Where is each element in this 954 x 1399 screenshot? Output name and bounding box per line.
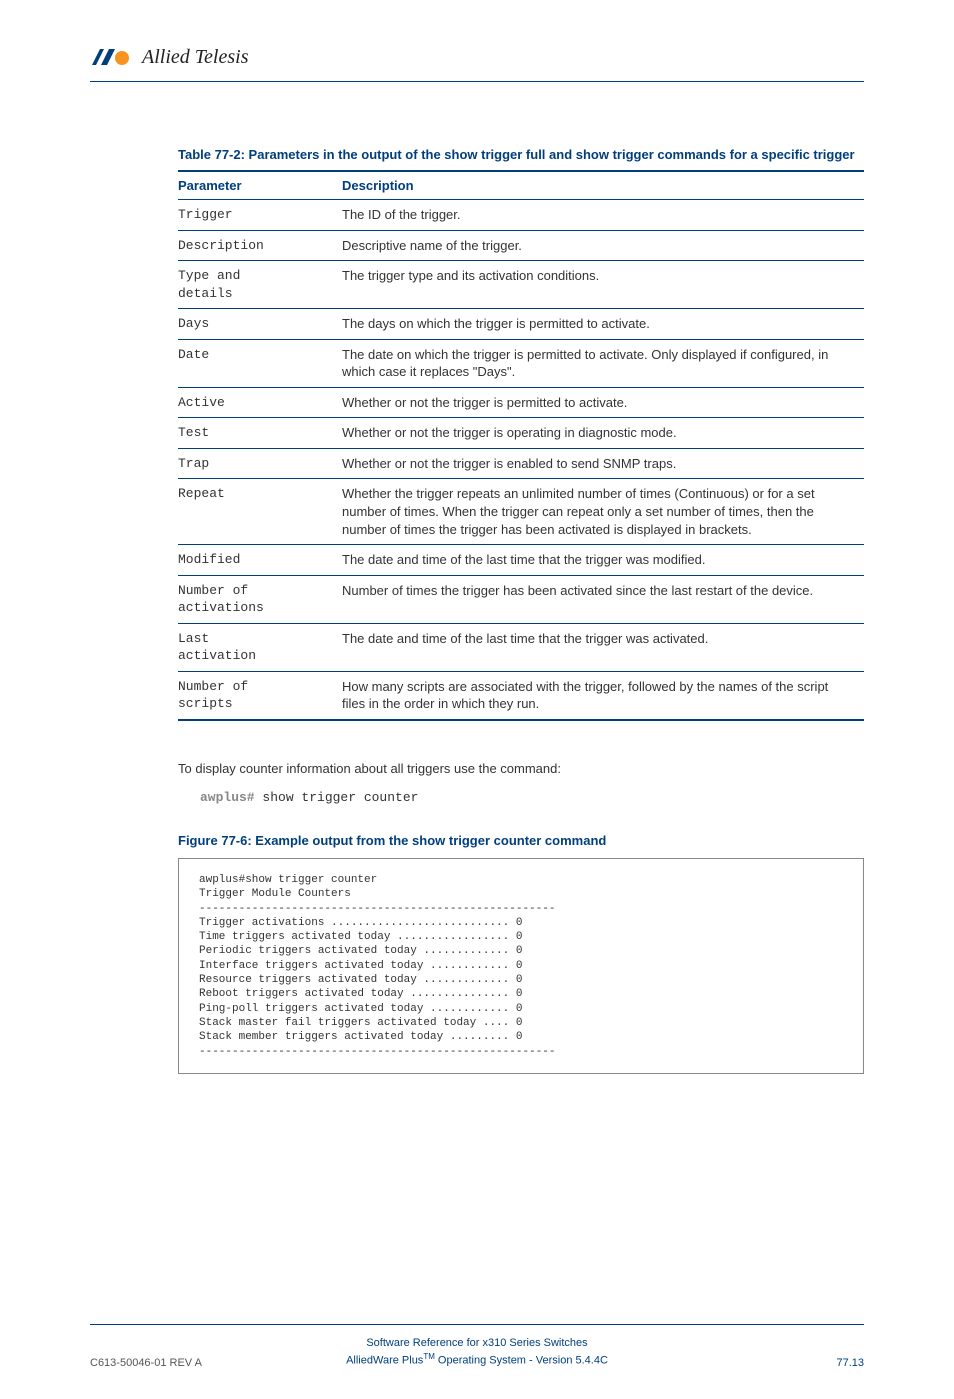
table-row: ModifiedThe date and time of the last ti… xyxy=(178,545,864,576)
parameters-table: Parameter Description TriggerThe ID of t… xyxy=(178,170,864,721)
table-row: Number of activationsNumber of times the… xyxy=(178,575,864,623)
desc-cell: The trigger type and its activation cond… xyxy=(342,261,864,309)
param-cell: Trap xyxy=(178,448,342,479)
code-output-box: awplus#show trigger counter Trigger Modu… xyxy=(178,858,864,1074)
footer-line1: Software Reference for x310 Series Switc… xyxy=(366,1337,587,1349)
desc-cell: The date and time of the last time that … xyxy=(342,545,864,576)
table-row: TrapWhether or not the trigger is enable… xyxy=(178,448,864,479)
param-cell: Number of activations xyxy=(178,575,342,623)
cmd-prompt: awplus# xyxy=(200,790,255,805)
col-header-parameter: Parameter xyxy=(178,171,342,200)
table-title: Table 77-2: Parameters in the output of … xyxy=(90,147,864,162)
desc-cell: Number of times the trigger has been act… xyxy=(342,575,864,623)
desc-cell: How many scripts are associated with the… xyxy=(342,671,864,720)
figure-title: Figure 77-6: Example output from the sho… xyxy=(178,833,864,848)
table-row: DaysThe days on which the trigger is per… xyxy=(178,309,864,340)
table-row: Last activationThe date and time of the … xyxy=(178,623,864,671)
param-cell: Description xyxy=(178,230,342,261)
command-line: awplus# show trigger counter xyxy=(200,790,864,805)
desc-cell: Whether the trigger repeats an unlimited… xyxy=(342,479,864,545)
param-cell: Test xyxy=(178,418,342,449)
desc-cell: Whether or not the trigger is enabled to… xyxy=(342,448,864,479)
footer-doc-id: C613-50046-01 REV A xyxy=(90,1357,346,1369)
param-cell: Modified xyxy=(178,545,342,576)
desc-cell: Whether or not the trigger is operating … xyxy=(342,418,864,449)
param-cell: Number of scripts xyxy=(178,671,342,720)
page-footer: C613-50046-01 REV A Software Reference f… xyxy=(90,1324,864,1370)
table-row: TestWhether or not the trigger is operat… xyxy=(178,418,864,449)
table-row: Type and detailsThe trigger type and its… xyxy=(178,261,864,309)
footer-line2a: AlliedWare Plus xyxy=(346,1355,423,1367)
table-row: DateThe date on which the trigger is per… xyxy=(178,339,864,387)
desc-cell: Whether or not the trigger is permitted … xyxy=(342,387,864,418)
footer-line2c: Operating System - Version 5.4.4C xyxy=(435,1355,608,1367)
param-cell: Date xyxy=(178,339,342,387)
table-row: TriggerThe ID of the trigger. xyxy=(178,200,864,231)
logo-text: Allied Telesis xyxy=(142,46,248,69)
param-cell: Last activation xyxy=(178,623,342,671)
param-cell: Type and details xyxy=(178,261,342,309)
footer-tm: TM xyxy=(423,1352,435,1361)
desc-cell: The ID of the trigger. xyxy=(342,200,864,231)
table-row: RepeatWhether the trigger repeats an unl… xyxy=(178,479,864,545)
param-cell: Trigger xyxy=(178,200,342,231)
col-header-description: Description xyxy=(342,171,864,200)
table-row: ActiveWhether or not the trigger is perm… xyxy=(178,387,864,418)
param-cell: Active xyxy=(178,387,342,418)
table-row: DescriptionDescriptive name of the trigg… xyxy=(178,230,864,261)
desc-cell: Descriptive name of the trigger. xyxy=(342,230,864,261)
cmd-text: show trigger counter xyxy=(255,790,419,805)
header-divider xyxy=(90,81,864,82)
param-cell: Days xyxy=(178,309,342,340)
footer-page-num: 77.13 xyxy=(608,1357,864,1369)
param-cell: Repeat xyxy=(178,479,342,545)
footer-center: Software Reference for x310 Series Switc… xyxy=(346,1335,608,1370)
lead-in-text: To display counter information about all… xyxy=(178,761,864,776)
table-row: Number of scriptsHow many scripts are as… xyxy=(178,671,864,720)
desc-cell: The date and time of the last time that … xyxy=(342,623,864,671)
desc-cell: The days on which the trigger is permitt… xyxy=(342,309,864,340)
logo-mark-icon xyxy=(90,45,134,69)
brand-logo: Allied Telesis xyxy=(90,45,864,69)
desc-cell: The date on which the trigger is permitt… xyxy=(342,339,864,387)
